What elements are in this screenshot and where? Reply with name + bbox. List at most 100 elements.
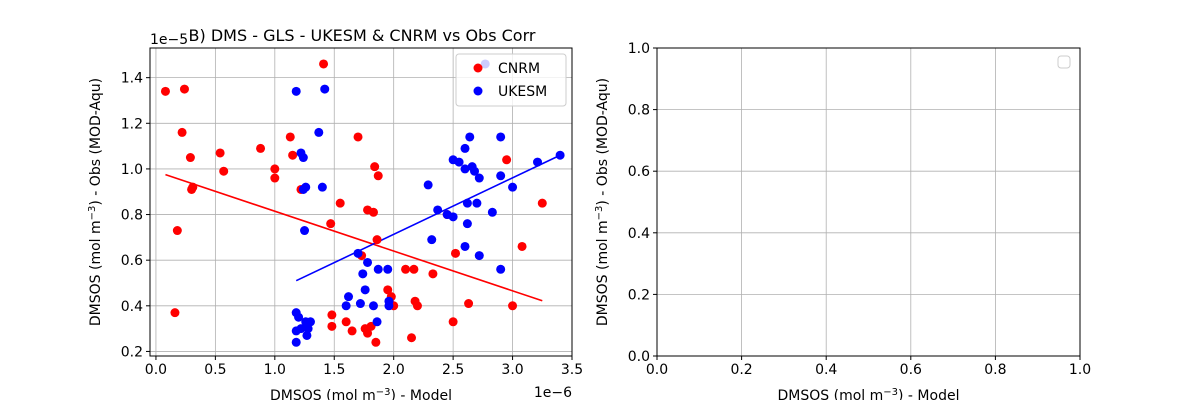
- x-tick-label: 0.0: [646, 362, 668, 378]
- left-y-offset-label: 1e−5: [150, 32, 188, 48]
- point-cnrm: [319, 59, 329, 69]
- left-ticks: 0.0 0.5 1.0 1.5 2.0 2.5 3.0 3.5 0.2 0.4 0.6 0.8 1.0 1…: [121, 71, 583, 378]
- y-tick-label: 0.4: [121, 299, 143, 315]
- point-ukesm: [291, 86, 301, 96]
- point-cnrm: [185, 153, 195, 163]
- point-ukesm: [317, 182, 327, 192]
- point-ukesm: [320, 84, 330, 94]
- point-ukesm: [427, 235, 437, 245]
- point-cnrm: [347, 326, 357, 336]
- point-cnrm: [177, 127, 187, 137]
- point-cnrm: [353, 132, 363, 142]
- point-ukesm: [474, 251, 484, 261]
- y-tick-label: 0.2: [628, 287, 650, 303]
- left-y-axis-label: DMSOS (mol m−3) - Obs (MOD-Aqu): [87, 78, 105, 326]
- point-cnrm: [537, 198, 547, 208]
- point-cnrm: [170, 308, 180, 318]
- x-tick-label: 3.5: [561, 362, 583, 378]
- point-cnrm: [335, 198, 345, 208]
- x-tick-label: 1.0: [1069, 362, 1091, 378]
- point-ukesm: [302, 330, 312, 340]
- point-ukesm: [508, 182, 518, 192]
- point-ukesm: [358, 269, 368, 279]
- point-ukesm: [474, 173, 484, 183]
- y-tick-label: 1.2: [121, 116, 143, 132]
- point-ukesm: [294, 312, 304, 322]
- y-tick-label: 0.2: [121, 344, 143, 360]
- point-ukesm: [291, 337, 301, 347]
- point-cnrm: [502, 155, 512, 165]
- right-empty-legend-box: [1057, 55, 1071, 69]
- point-ukesm: [355, 299, 365, 309]
- point-ukesm: [496, 264, 506, 274]
- point-cnrm: [188, 182, 198, 192]
- point-cnrm: [508, 301, 518, 311]
- left-y-label-sup: −3: [87, 206, 98, 221]
- point-ukesm: [448, 212, 458, 222]
- left-y-label-tail: ) - Obs (MOD-Aqu): [88, 78, 104, 206]
- x-tick-label: 0.8: [984, 362, 1006, 378]
- left-x-label-sup: −3: [376, 387, 391, 398]
- point-cnrm: [517, 241, 527, 251]
- point-cnrm: [179, 84, 189, 94]
- point-cnrm: [451, 248, 461, 258]
- point-cnrm: [370, 162, 380, 172]
- x-tick-label: 1.5: [323, 362, 345, 378]
- point-ukesm: [344, 292, 354, 302]
- point-ukesm: [496, 171, 506, 181]
- point-cnrm: [215, 148, 225, 158]
- point-cnrm: [409, 264, 419, 274]
- point-ukesm: [496, 132, 506, 142]
- point-ukesm: [433, 205, 443, 215]
- point-ukesm: [360, 285, 370, 295]
- legend-label-cnrm: CNRM: [498, 61, 540, 77]
- right-y-axis-label: DMSOS (mol m−3) - Obs (MOD-Aqu): [594, 78, 612, 326]
- point-cnrm: [383, 285, 393, 295]
- point-ukesm: [341, 301, 351, 311]
- point-cnrm: [160, 86, 170, 96]
- x-tick-label: 0.2: [730, 362, 752, 378]
- point-ukesm: [353, 248, 363, 258]
- y-tick-label: 0.6: [628, 164, 650, 180]
- point-ukesm: [487, 207, 497, 217]
- left-x-axis-label: DMSOS (mol m−3) - Model: [270, 387, 452, 400]
- point-ukesm: [472, 198, 482, 208]
- point-ukesm: [462, 198, 472, 208]
- point-ukesm: [363, 257, 373, 267]
- legend-marker-ukesm: [473, 86, 483, 96]
- y-tick-label: 0.4: [628, 226, 650, 242]
- point-ukesm: [555, 150, 565, 160]
- y-tick-label: 0.8: [121, 208, 143, 224]
- left-x-label-tail: ) - Model: [391, 388, 452, 400]
- point-cnrm: [373, 171, 383, 181]
- left-x-offset-label: 1e−6: [534, 385, 572, 400]
- x-tick-label: 1.0: [264, 362, 286, 378]
- right-axes-frame: [656, 47, 1081, 357]
- right-y-label-tail: ) - Obs (MOD-Aqu): [595, 78, 611, 206]
- x-tick-label: 0.6: [900, 362, 922, 378]
- right-y-label-sup: −3: [594, 206, 605, 221]
- point-cnrm: [285, 132, 295, 142]
- right-empty-panel: 0.0 0.2 0.4 0.6 0.8 1.0 0.0 0.2 0.4 0.6 0.8 1.0 DMS…: [594, 41, 1092, 400]
- point-cnrm: [464, 299, 474, 309]
- y-tick-label: 0.8: [628, 103, 650, 119]
- right-x-label-main: DMSOS (mol m: [778, 388, 884, 400]
- point-ukesm: [301, 182, 311, 192]
- y-tick-label: 1.0: [121, 162, 143, 178]
- left-axes-frame: [149, 47, 573, 357]
- right-x-label-tail: ) - Model: [898, 388, 959, 400]
- point-ukesm: [470, 166, 480, 176]
- point-cnrm: [219, 166, 229, 176]
- point-ukesm: [298, 153, 308, 163]
- point-cnrm: [288, 150, 298, 160]
- point-cnrm: [401, 264, 411, 274]
- left-y-label-main: DMSOS (mol m: [88, 220, 104, 326]
- point-ukesm: [368, 301, 378, 311]
- point-cnrm: [341, 317, 351, 327]
- legend-marker-cnrm: [473, 63, 483, 73]
- fit-line-cnrm: [165, 173, 543, 302]
- point-cnrm: [428, 269, 438, 279]
- point-ukesm: [460, 164, 470, 174]
- legend-label-ukesm: UKESM: [498, 84, 547, 100]
